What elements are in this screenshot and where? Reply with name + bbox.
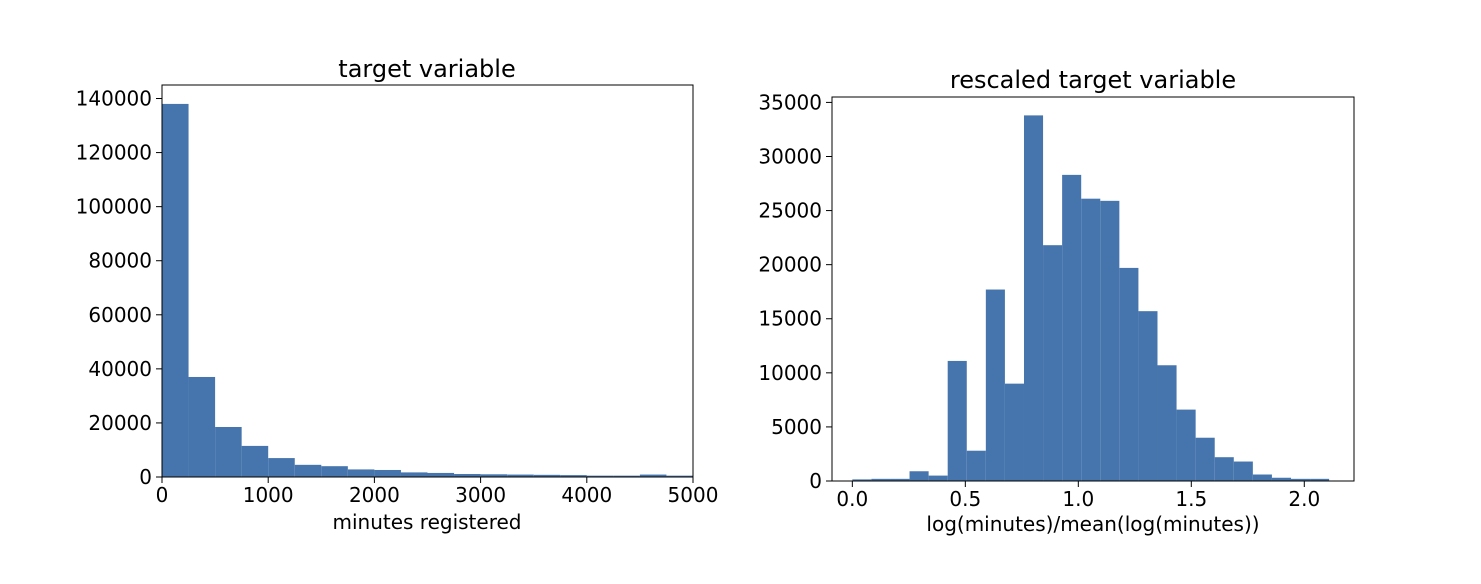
x-tick-label: 3000 bbox=[455, 483, 506, 507]
y-tick-label: 0 bbox=[139, 465, 152, 489]
histogram-bar bbox=[1252, 474, 1272, 481]
histogram-bar bbox=[1119, 267, 1139, 481]
x-axis-label: minutes registered bbox=[332, 510, 521, 534]
histogram-bar bbox=[268, 458, 295, 477]
histogram-bar bbox=[890, 478, 910, 481]
histogram-bar bbox=[480, 474, 508, 477]
x-axis-ticks: 0.0 0.5 1.0 1.5 2.0 bbox=[836, 481, 1320, 511]
histogram-bar bbox=[400, 472, 428, 477]
x-axis-label: log(minutes)/mean(log(minutes)) bbox=[926, 512, 1259, 536]
y-tick-label: 25000 bbox=[758, 199, 822, 223]
histogram-target-variable: target variable 0 1000 2000 3000 4000 5000 0 2… bbox=[76, 55, 719, 534]
histogram-bar bbox=[507, 474, 534, 477]
chart-title: target variable bbox=[338, 55, 515, 83]
y-tick-label: 60000 bbox=[88, 303, 152, 327]
histogram-bar bbox=[321, 466, 348, 477]
histogram-bar bbox=[1043, 245, 1063, 481]
histogram-bar bbox=[1195, 437, 1215, 481]
x-tick-label: 2000 bbox=[349, 483, 400, 507]
y-tick-label: 140000 bbox=[76, 87, 152, 111]
histogram-bar bbox=[533, 474, 561, 477]
histogram-bar bbox=[215, 426, 242, 477]
plot-frame bbox=[831, 96, 1355, 482]
histogram-bar bbox=[1233, 461, 1253, 481]
x-tick-label: 5000 bbox=[668, 483, 719, 507]
histogram-bar bbox=[1157, 365, 1177, 481]
histogram-bar bbox=[666, 475, 693, 477]
histogram-bar bbox=[909, 471, 929, 481]
histogram-bar bbox=[1176, 409, 1196, 481]
histogram-bar bbox=[852, 479, 872, 481]
bars bbox=[162, 103, 693, 478]
histogram-bar bbox=[1004, 383, 1024, 481]
y-tick-label: 0 bbox=[809, 469, 822, 493]
histogram-bar bbox=[241, 445, 269, 477]
y-axis-ticks: 0 5000 10000 15000 20000 25000 30000 35000 bbox=[758, 90, 832, 493]
x-tick-label: 0.0 bbox=[836, 487, 868, 511]
histogram-bar bbox=[162, 103, 189, 478]
histogram-bar bbox=[294, 464, 322, 477]
x-tick-label: 1.0 bbox=[1062, 487, 1094, 511]
histogram-bar bbox=[947, 360, 967, 481]
histogram-bar bbox=[1023, 115, 1044, 481]
histogram-bar bbox=[928, 475, 948, 481]
y-axis-ticks: 0 20000 40000 60000 80000 100000 120000 140000 bbox=[76, 87, 162, 489]
x-axis-ticks: 0 1000 2000 3000 4000 5000 bbox=[156, 477, 719, 507]
y-tick-label: 20000 bbox=[88, 411, 152, 435]
bars bbox=[852, 115, 1330, 481]
y-tick-label: 80000 bbox=[88, 249, 152, 273]
histogram-bar bbox=[639, 474, 667, 477]
x-tick-label: 1.5 bbox=[1175, 487, 1207, 511]
histogram-bar bbox=[1100, 200, 1120, 481]
y-tick-label: 20000 bbox=[758, 253, 822, 277]
y-tick-label: 30000 bbox=[758, 144, 822, 168]
histogram-bar bbox=[347, 469, 375, 477]
histogram-bar bbox=[871, 478, 891, 481]
histogram-bar bbox=[966, 450, 986, 481]
x-tick-label: 2.0 bbox=[1288, 487, 1320, 511]
x-tick-label: 1000 bbox=[243, 483, 294, 507]
y-tick-label: 5000 bbox=[771, 415, 822, 439]
histogram-bar bbox=[1271, 477, 1291, 481]
y-tick-label: 35000 bbox=[758, 90, 822, 114]
histogram-rescaled-target-variable: rescaled target variable 0.0 0.5 1.0 1.5 2.0… bbox=[758, 66, 1355, 536]
chart-title: rescaled target variable bbox=[950, 66, 1236, 94]
histogram-bar bbox=[1310, 478, 1330, 481]
histogram-bar bbox=[560, 475, 587, 477]
histogram-bar bbox=[1291, 478, 1311, 481]
y-tick-label: 10000 bbox=[758, 361, 822, 385]
histogram-bar bbox=[374, 469, 401, 477]
histogram-bar bbox=[1081, 198, 1101, 481]
histogram-bar bbox=[613, 475, 640, 477]
y-tick-label: 100000 bbox=[76, 195, 152, 219]
histogram-bar bbox=[1138, 311, 1158, 481]
histogram-bar bbox=[586, 475, 614, 477]
histogram-bar bbox=[1214, 457, 1234, 481]
x-tick-label: 0 bbox=[156, 483, 169, 507]
y-tick-label: 40000 bbox=[88, 357, 152, 381]
x-tick-label: 0.5 bbox=[949, 487, 981, 511]
y-tick-label: 120000 bbox=[76, 141, 152, 165]
y-tick-label: 15000 bbox=[758, 307, 822, 331]
histogram-bar bbox=[985, 289, 1005, 481]
histogram-bar bbox=[1062, 174, 1082, 481]
histogram-bar bbox=[454, 474, 481, 477]
x-tick-label: 4000 bbox=[561, 483, 612, 507]
histogram-bar bbox=[427, 472, 455, 477]
plot-frame bbox=[161, 84, 694, 478]
histogram-bar bbox=[188, 376, 216, 477]
